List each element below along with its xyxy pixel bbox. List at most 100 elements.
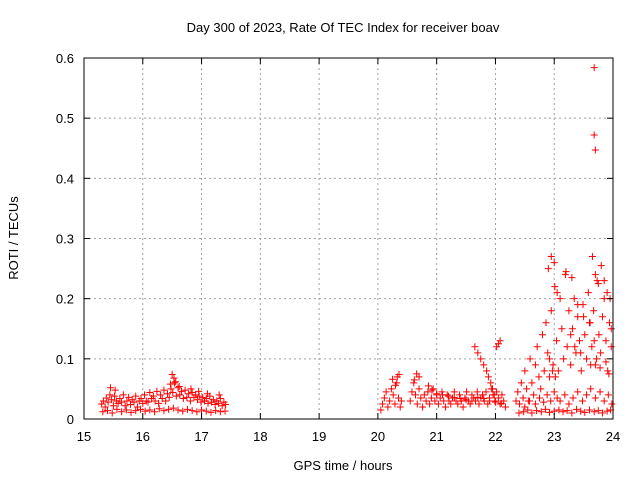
data-point (497, 399, 505, 407)
data-point (413, 400, 421, 408)
data-point (577, 349, 585, 357)
data-point (560, 355, 568, 363)
data-point (111, 392, 119, 400)
data-point (546, 373, 554, 381)
data-point (389, 375, 397, 383)
data-point (587, 385, 595, 393)
data-point (137, 395, 145, 403)
x-tick-label: 24 (606, 429, 620, 444)
data-point (590, 131, 598, 139)
grid-lines (84, 58, 613, 419)
data-point (483, 367, 491, 375)
data-point (602, 337, 610, 345)
data-point (195, 387, 203, 395)
data-point (512, 397, 520, 405)
data-point (535, 373, 543, 381)
data-point (516, 400, 524, 408)
data-point (151, 408, 159, 416)
data-point (578, 397, 586, 405)
data-point (461, 394, 469, 402)
data-point (468, 397, 476, 405)
data-point (551, 283, 559, 291)
data-point (172, 392, 180, 400)
data-point (415, 373, 423, 381)
data-point (471, 343, 479, 351)
data-point (538, 331, 546, 339)
data-point (561, 391, 569, 399)
data-point (175, 383, 183, 391)
data-point (575, 337, 583, 345)
data-point (546, 355, 554, 363)
data-point (395, 370, 403, 378)
x-tick-label: 23 (547, 429, 561, 444)
data-point (520, 408, 528, 416)
data-point (102, 394, 110, 402)
data-point (146, 406, 154, 414)
data-point (419, 403, 427, 411)
data-point (192, 391, 200, 399)
x-tick-labels: 15 16 17 18 19 20 21 22 23 24 (77, 429, 620, 444)
data-point (600, 277, 608, 285)
data-point (171, 379, 179, 387)
data-point (139, 399, 147, 407)
data-point (144, 398, 152, 406)
data-point (600, 295, 608, 303)
data-point (166, 380, 174, 388)
data-point (459, 403, 467, 411)
x-tick-label: 22 (488, 429, 502, 444)
data-point (410, 376, 418, 384)
data-point (583, 391, 591, 399)
x-axis-title: GPS time / hours (294, 458, 393, 473)
data-point (553, 394, 561, 402)
data-point (496, 337, 504, 345)
data-point (410, 379, 418, 387)
data-point (501, 403, 509, 411)
data-point (487, 379, 495, 387)
x-tick-label: 20 (371, 429, 385, 444)
data-point (379, 400, 387, 408)
data-point (479, 391, 487, 399)
data-point (482, 388, 490, 396)
data-point (462, 396, 470, 404)
data-point (167, 385, 175, 393)
data-point (386, 397, 394, 405)
data-point (521, 367, 529, 375)
data-point (415, 385, 423, 393)
y-tick-label: 0.4 (56, 171, 74, 186)
data-point (598, 409, 606, 417)
data-point (106, 391, 114, 399)
data-point (528, 409, 536, 417)
data-point (581, 408, 589, 416)
data-point (544, 349, 552, 357)
data-point (155, 399, 163, 407)
data-point (195, 392, 203, 400)
data-point (183, 393, 191, 401)
data-point (118, 398, 126, 406)
data-point (489, 385, 497, 393)
data-point (541, 405, 549, 413)
data-point (533, 407, 541, 415)
data-point (170, 374, 178, 382)
data-point (484, 373, 492, 381)
data-point (447, 400, 455, 408)
data-point (597, 349, 605, 357)
data-point (456, 391, 464, 399)
data-point (521, 403, 529, 411)
data-point (574, 313, 582, 321)
data-point (585, 406, 593, 414)
data-point (498, 391, 506, 399)
data-point (565, 400, 573, 408)
data-point (428, 386, 436, 394)
data-point (382, 388, 390, 396)
data-point (431, 397, 439, 405)
data-point (394, 394, 402, 402)
data-point (477, 355, 485, 363)
data-point (198, 406, 206, 414)
x-tick-label: 19 (312, 429, 326, 444)
data-point (185, 390, 193, 398)
data-point (126, 401, 134, 409)
data-point (484, 400, 492, 408)
data-point (603, 289, 611, 297)
data-point (408, 388, 416, 396)
data-point (494, 340, 502, 348)
